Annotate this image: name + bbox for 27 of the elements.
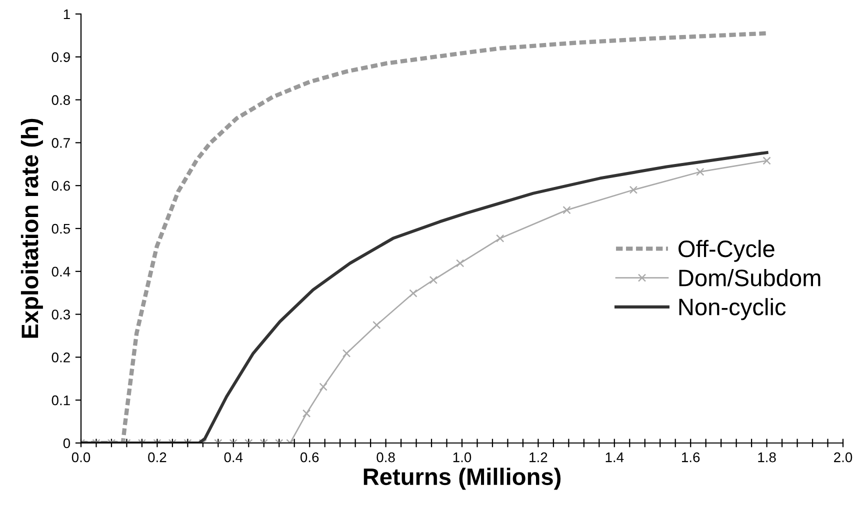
- y-tick-label: 0.8: [52, 95, 70, 105]
- y-tick-label: 0.9: [52, 52, 70, 62]
- y-tick-label: 0.7: [52, 138, 70, 148]
- legend-label: Off-Cycle: [678, 240, 774, 262]
- legend-label: Dom/Subdom: [679, 268, 820, 286]
- y-axis-title: Exploitation rate (h): [20, 118, 43, 338]
- x-tick-label: 1.6: [682, 452, 700, 462]
- x-tick-label: 1.8: [758, 452, 776, 462]
- x-tick-label: 0.2: [148, 452, 166, 462]
- x-tick-label: 2.0: [834, 452, 852, 462]
- x-tick-label: 1.2: [530, 452, 548, 462]
- x-tick-label: 0.4: [224, 452, 243, 462]
- x-tick-label: 0.0: [72, 452, 90, 462]
- x-axis-title: Returns (Millions): [364, 468, 561, 490]
- x-tick-label: 1.4: [606, 452, 624, 462]
- legend-label: Non-cyclic: [679, 298, 786, 320]
- y-tick-label: 0.2: [52, 352, 70, 362]
- x-tick-label: 0.8: [376, 452, 395, 462]
- x-tick-label: 0.6: [300, 452, 319, 462]
- y-tick-label: 0.4: [52, 266, 70, 277]
- y-tick-label: 1: [64, 9, 70, 20]
- y-tick-label: 0.5: [52, 224, 70, 234]
- y-tick-label: 0.1: [52, 395, 70, 406]
- y-tick-label: 0.3: [52, 310, 70, 320]
- x-tick-label: 1.0: [453, 452, 472, 462]
- y-tick-label: 0.6: [52, 180, 70, 191]
- y-tick-label: 0: [63, 438, 70, 448]
